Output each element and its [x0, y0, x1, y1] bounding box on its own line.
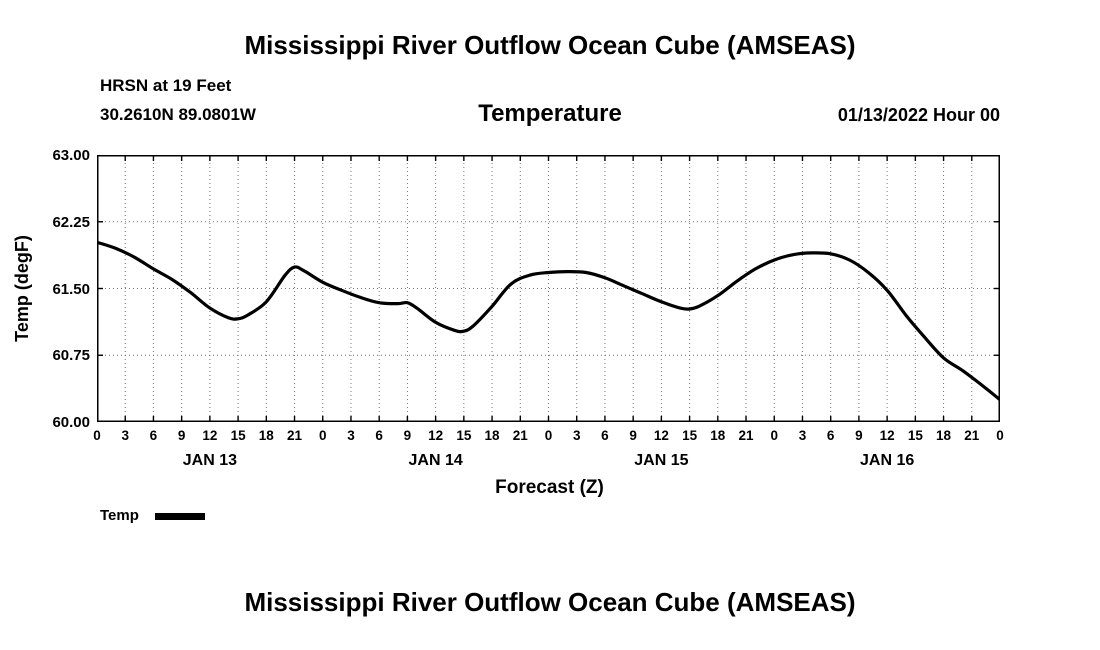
y-axis-title-text: Temp (degF): [11, 235, 32, 342]
x-tick-label: 9: [629, 428, 637, 443]
main-title: Mississippi River Outflow Ocean Cube (AM…: [244, 30, 856, 60]
y-tick-label: 60.75: [52, 347, 90, 365]
legend: Temp: [100, 507, 206, 527]
legend-line-swatch: [155, 513, 206, 521]
x-tick-label: 12: [879, 428, 895, 443]
run-timestamp: 01/13/2022 Hour 00: [837, 105, 1000, 125]
x-tick-label: 9: [855, 428, 863, 443]
x-tick-label: 18: [936, 428, 952, 443]
x-tick-label: 0: [996, 428, 1004, 443]
x-tick-label: 6: [601, 428, 609, 443]
x-tick-label: 3: [572, 428, 581, 443]
day-label: JAN 13: [182, 452, 237, 469]
day-label: JAN 15: [634, 452, 689, 469]
y-tick-label: 63.00: [52, 147, 90, 164]
x-tick-label: 21: [287, 428, 303, 443]
x-tick-label: 0: [770, 428, 778, 443]
x-tick-label: 15: [907, 428, 923, 443]
x-tick-label: 9: [403, 428, 412, 443]
x-axis-title: Forecast (Z): [495, 477, 604, 498]
x-tick-label: 0: [318, 428, 327, 443]
x-tick-label: 21: [964, 428, 980, 443]
x-tick-label: 12: [428, 428, 444, 443]
y-tick-label: 61.50: [52, 280, 90, 298]
y-axis-title: Temp (degF): [8, 155, 36, 422]
y-tick-label: 60.00: [52, 414, 90, 431]
bottom-title: Mississippi River Outflow Ocean Cube (AM…: [244, 587, 856, 617]
x-tick-label: 12: [653, 428, 669, 443]
x-tick-label: 21: [738, 428, 754, 443]
x-tick-label: 18: [710, 428, 726, 443]
x-tick-label: 9: [177, 428, 186, 443]
x-tick-label: 3: [347, 428, 355, 443]
day-label: JAN 16: [860, 452, 915, 469]
x-tick-label: 15: [230, 428, 246, 443]
x-tick-label: 18: [258, 428, 274, 443]
x-tick-label: 0: [93, 428, 101, 443]
x-tick-label: 6: [375, 428, 383, 443]
x-tick-label: 12: [202, 428, 218, 443]
plot-area: [97, 155, 1000, 422]
panel-title: Temperature: [478, 100, 622, 127]
x-tick-label: 21: [512, 428, 528, 443]
x-tick-label: 6: [826, 428, 835, 443]
x-tick-label: 15: [682, 428, 698, 443]
coords-label: 30.2610N 89.0801W: [100, 105, 256, 124]
x-tick-label: 0: [544, 428, 553, 443]
plot-border: [97, 155, 1000, 422]
legend-label: Temp: [100, 507, 139, 525]
y-tick-label: 62.25: [52, 213, 90, 231]
x-tick-label: 15: [456, 428, 472, 443]
x-tick-label: 18: [484, 428, 500, 443]
x-tick-label: 3: [121, 428, 129, 443]
x-tick-label: 3: [798, 428, 807, 443]
station-label: HRSN at 19 Feet: [100, 76, 232, 95]
temp-line: [97, 240, 1000, 402]
day-label: JAN 14: [408, 452, 463, 469]
x-tick-label: 6: [149, 428, 158, 443]
